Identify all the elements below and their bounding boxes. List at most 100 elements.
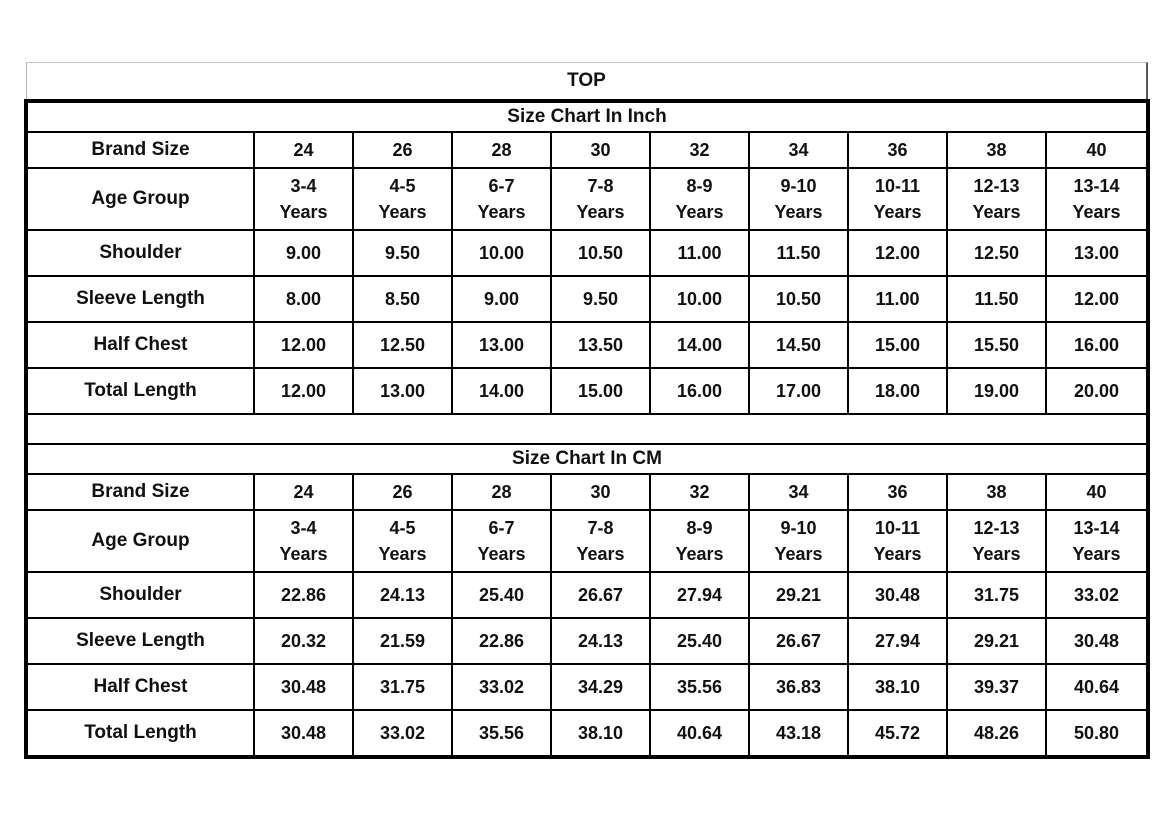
- measurement-cell: 15.50: [948, 323, 1047, 367]
- measurement-cell: 11.00: [849, 277, 948, 321]
- measurement-cell: 50.80: [1047, 711, 1146, 755]
- age-group-cell: 9-10 Years: [750, 511, 849, 571]
- section-heading: Size Chart In CM: [28, 445, 1146, 475]
- age-group-cell: 3-4 Years: [255, 511, 354, 571]
- measurement-cell: 11.00: [651, 231, 750, 275]
- measurement-row: Shoulder 22.86 24.13 25.40 26.67 27.94 29.21 30…: [28, 573, 1146, 619]
- age-group-cell: 13-14 Years: [1047, 169, 1146, 229]
- row-label: Total Length: [28, 369, 255, 413]
- measurement-cell: 13.00: [453, 323, 552, 367]
- measurement-row: Half Chest 30.48 31.75 33.02 34.29 35.56 36.83…: [28, 665, 1146, 711]
- measurement-row: Sleeve Length 20.32 21.59 22.86 24.13 25.40 26…: [28, 619, 1146, 665]
- brand-size-cell: 36: [849, 133, 948, 167]
- measurement-cell: 17.00: [750, 369, 849, 413]
- measurement-row: Total Length 30.48 33.02 35.56 38.10 40.64 43.…: [28, 711, 1146, 755]
- brand-size-cell: 40: [1047, 133, 1146, 167]
- age-group-cell: 9-10 Years: [750, 169, 849, 229]
- age-group-cell: 10-11 Years: [849, 511, 948, 571]
- age-group-cell: 7-8 Years: [552, 511, 651, 571]
- brand-size-cell: 32: [651, 475, 750, 509]
- spacer-row: [28, 415, 1146, 445]
- measurement-cell: 40.64: [1047, 665, 1146, 709]
- age-group-cell: 13-14 Years: [1047, 511, 1146, 571]
- measurement-cell: 38.10: [552, 711, 651, 755]
- measurement-cell: 36.83: [750, 665, 849, 709]
- measurement-cell: 33.02: [1047, 573, 1146, 617]
- measurement-cell: 8.50: [354, 277, 453, 321]
- brand-size-row: Brand Size 24 26 28 30 32 34 36 38 40: [28, 475, 1146, 511]
- measurement-cell: 30.48: [255, 711, 354, 755]
- brand-size-cell: 24: [255, 133, 354, 167]
- brand-size-cell: 26: [354, 475, 453, 509]
- row-label: Brand Size: [28, 133, 255, 167]
- measurement-cell: 35.56: [453, 711, 552, 755]
- measurement-cell: 14.00: [453, 369, 552, 413]
- measurement-cell: 29.21: [750, 573, 849, 617]
- measurement-cell: 31.75: [948, 573, 1047, 617]
- measurement-cell: 29.21: [948, 619, 1047, 663]
- measurement-cell: 13.50: [552, 323, 651, 367]
- brand-size-cell: 32: [651, 133, 750, 167]
- measurement-cell: 10.00: [651, 277, 750, 321]
- measurement-cell: 27.94: [849, 619, 948, 663]
- page-title: TOP: [26, 62, 1148, 99]
- measurement-cell: 19.00: [948, 369, 1047, 413]
- row-label: Total Length: [28, 711, 255, 755]
- measurement-cell: 11.50: [948, 277, 1047, 321]
- measurement-cell: 9.00: [255, 231, 354, 275]
- brand-size-cell: 26: [354, 133, 453, 167]
- measurement-cell: 45.72: [849, 711, 948, 755]
- measurement-cell: 11.50: [750, 231, 849, 275]
- measurement-cell: 9.50: [552, 277, 651, 321]
- measurement-cell: 30.48: [255, 665, 354, 709]
- measurement-row: Sleeve Length 8.00 8.50 9.00 9.50 10.00 10.50 1…: [28, 277, 1146, 323]
- measurement-cell: 12.00: [255, 369, 354, 413]
- measurement-cell: 35.56: [651, 665, 750, 709]
- measurement-cell: 31.75: [354, 665, 453, 709]
- measurement-cell: 15.00: [849, 323, 948, 367]
- age-group-cell: 6-7 Years: [453, 511, 552, 571]
- age-group-cell: 4-5 Years: [354, 511, 453, 571]
- brand-size-cell: 30: [552, 475, 651, 509]
- measurement-cell: 24.13: [552, 619, 651, 663]
- measurement-cell: 39.37: [948, 665, 1047, 709]
- brand-size-cell: 34: [750, 133, 849, 167]
- age-group-cell: 8-9 Years: [651, 169, 750, 229]
- age-group-cell: 6-7 Years: [453, 169, 552, 229]
- measurement-cell: 33.02: [453, 665, 552, 709]
- measurement-cell: 26.67: [750, 619, 849, 663]
- measurement-cell: 12.00: [849, 231, 948, 275]
- measurement-cell: 20.00: [1047, 369, 1146, 413]
- measurement-cell: 34.29: [552, 665, 651, 709]
- measurement-cell: 9.50: [354, 231, 453, 275]
- row-label: Half Chest: [28, 323, 255, 367]
- measurement-row: Half Chest 12.00 12.50 13.00 13.50 14.00 14.50…: [28, 323, 1146, 369]
- age-group-row: Age Group 3-4 Years 4-5 Years 6-7 Years 7-8 Year…: [28, 511, 1146, 573]
- measurement-row: Total Length 12.00 13.00 14.00 15.00 16.00 17.…: [28, 369, 1146, 415]
- age-group-cell: 12-13 Years: [948, 511, 1047, 571]
- measurement-cell: 26.67: [552, 573, 651, 617]
- brand-size-cell: 38: [948, 475, 1047, 509]
- measurement-cell: 40.64: [651, 711, 750, 755]
- row-label: Age Group: [28, 169, 255, 229]
- measurement-cell: 33.02: [354, 711, 453, 755]
- age-group-cell: 4-5 Years: [354, 169, 453, 229]
- measurement-cell: 10.50: [750, 277, 849, 321]
- brand-size-cell: 40: [1047, 475, 1146, 509]
- row-label: Sleeve Length: [28, 619, 255, 663]
- brand-size-cell: 38: [948, 133, 1047, 167]
- measurement-cell: 43.18: [750, 711, 849, 755]
- brand-size-cell: 34: [750, 475, 849, 509]
- measurement-cell: 12.00: [255, 323, 354, 367]
- brand-size-row: Brand Size 24 26 28 30 32 34 36 38 40: [28, 133, 1146, 169]
- brand-size-cell: 24: [255, 475, 354, 509]
- age-group-cell: 7-8 Years: [552, 169, 651, 229]
- measurement-cell: 38.10: [849, 665, 948, 709]
- measurement-cell: 27.94: [651, 573, 750, 617]
- measurement-cell: 8.00: [255, 277, 354, 321]
- measurement-cell: 48.26: [948, 711, 1047, 755]
- brand-size-cell: 36: [849, 475, 948, 509]
- row-label: Age Group: [28, 511, 255, 571]
- measurement-cell: 21.59: [354, 619, 453, 663]
- measurement-cell: 12.00: [1047, 277, 1146, 321]
